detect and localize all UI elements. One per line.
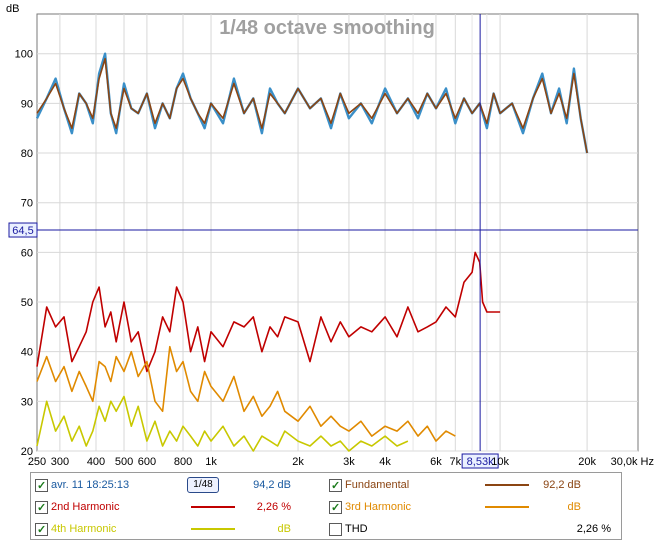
thd-checkbox[interactable] (329, 523, 342, 536)
4th-harmonic-value: dB (277, 523, 291, 535)
x-tick-label: 4k (379, 456, 391, 468)
x-tick-label: 6k (430, 456, 442, 468)
thd-value: 2,26 % (576, 523, 611, 535)
x-tick-label: 300 (51, 456, 69, 468)
cursor-y-label: 64,5 (12, 225, 33, 237)
cursor-x-label-box (461, 453, 499, 469)
series-line-2nd-harmonic (36, 251, 501, 373)
x-tick-label: 800 (174, 456, 192, 468)
smoothing-button[interactable]: 1/48 (187, 477, 219, 493)
x-tick-label: 30,0k Hz (611, 456, 654, 468)
series-line-fundamental (36, 57, 588, 154)
x-tick-label: 400 (87, 456, 105, 468)
chart-title: 1/48 octave smoothing (219, 17, 435, 39)
fundamental-value: 92,2 dB (543, 479, 581, 491)
3rd-harmonic-label: 3rd Harmonic (345, 501, 412, 513)
y-tick-label: 40 (21, 347, 33, 359)
x-tick-label: 20k (578, 456, 596, 468)
cursor-y-label-box (8, 222, 38, 238)
x-tick-label: 600 (138, 456, 156, 468)
x-tick-label: 2k (292, 456, 304, 468)
x-tick-label: 250 (28, 456, 46, 468)
legend-row-harmonic-4-thd: 4th Harmonic dB THD 2,26 % (31, 519, 621, 540)
y-tick-label: 30 (21, 396, 33, 408)
2nd-harmonic-checkbox[interactable] (35, 498, 48, 518)
thd-label: THD (345, 523, 368, 535)
x-tick-label: 1k (205, 456, 217, 468)
plot-area[interactable] (36, 13, 639, 452)
fundamental-swatch (485, 484, 529, 486)
measurement-checkbox[interactable] (35, 476, 48, 496)
4th-harmonic-checkbox[interactable] (35, 520, 48, 540)
cursor-x-label: 8,53k (467, 456, 494, 468)
3rd-harmonic-value: dB (567, 501, 581, 513)
2nd-harmonic-label: 2nd Harmonic (51, 501, 120, 513)
y-tick-label: 20 (21, 446, 33, 458)
3rd-harmonic-swatch (485, 506, 529, 508)
y-tick-label: 60 (21, 247, 33, 259)
x-tick-label: 3k (343, 456, 355, 468)
y-axis-label: dB (6, 3, 19, 15)
y-tick-label: 50 (21, 297, 33, 309)
series-line-3rd-harmonic (36, 345, 456, 442)
4th-harmonic-swatch (191, 528, 235, 530)
legend-row-measurement: avr. 11 18:25:13 1/48 94,2 dB Fundamenta… (31, 475, 621, 496)
3rd-harmonic-checkbox[interactable] (329, 498, 342, 518)
x-tick-label: 10k (491, 456, 509, 468)
y-tick-label: 100 (15, 49, 33, 61)
fundamental-label: Fundamental (345, 479, 410, 491)
2nd-harmonic-swatch (191, 506, 235, 508)
series-line-4th-harmonic (36, 395, 409, 452)
legend-panel: avr. 11 18:25:13 1/48 94,2 dB Fundamenta… (30, 472, 622, 540)
legend-row-harmonics-2-3: 2nd Harmonic 2,26 % 3rd Harmonic dB (31, 497, 621, 518)
4th-harmonic-label: 4th Harmonic (51, 523, 117, 535)
x-tick-label: 7k (449, 456, 461, 468)
measurement-label: avr. 11 18:25:13 (51, 479, 130, 491)
y-tick-label: 90 (21, 98, 33, 110)
measurement-value: 94,2 dB (253, 479, 291, 491)
chart[interactable]: 64,5 8,53k 20 30 40 50 60 70 80 90 100 250 300 400 50… (0, 0, 656, 472)
y-tick-label: 80 (21, 148, 33, 160)
x-tick-label: 500 (115, 456, 133, 468)
fundamental-checkbox[interactable] (329, 476, 342, 496)
2nd-harmonic-value: 2,26 % (256, 501, 291, 513)
y-tick-label: 70 (21, 198, 33, 210)
